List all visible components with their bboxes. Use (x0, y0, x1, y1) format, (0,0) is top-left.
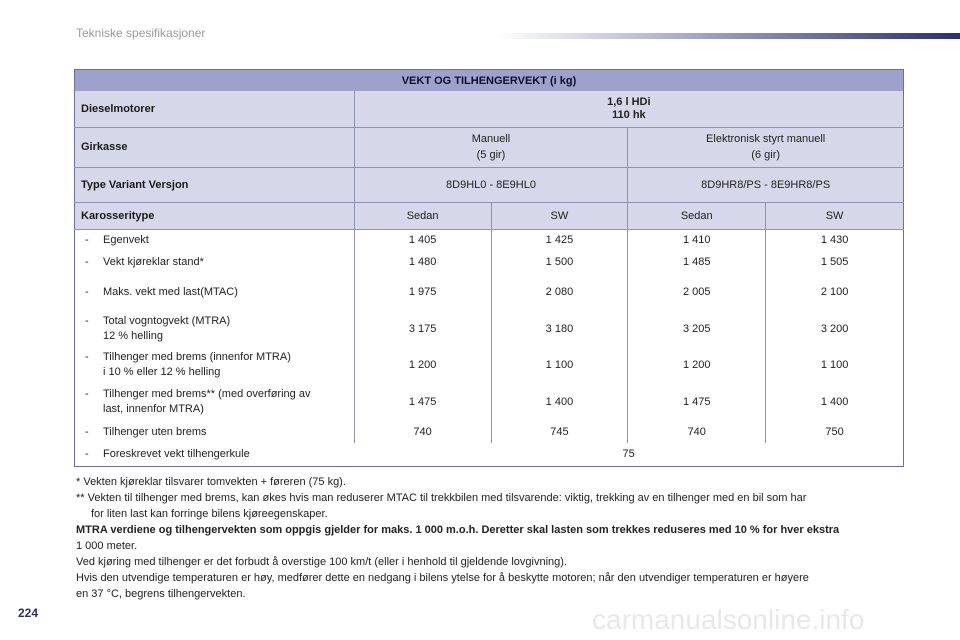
weight-spec-table: VEKT OG TILHENGERVEKT (i kg) Dieselmotor… (74, 69, 904, 467)
table-row: - Tilhenger uten brems 740 745 740 750 (74, 420, 904, 443)
row-value: 75 (354, 443, 904, 466)
gearbox-row: Girkasse Manuell (5 gir) Elektronisk sty… (74, 127, 904, 167)
note-braked-trailer-cont: for liten last kan forringe bilens kjøre… (91, 508, 328, 520)
gearbox-electronic-line2: (6 gir) (751, 149, 781, 161)
table-row: - Vekt kjøreklar stand* 1 480 1 500 1 485… (74, 251, 904, 273)
row-value: 740 (627, 420, 766, 443)
row-label: - Tilhenger uten brems (74, 420, 355, 443)
version-value-1: 8D9HL0 - 8E9HL0 (353, 167, 628, 202)
row-value: 1 410 (627, 229, 766, 251)
row-label: - Foreskrevet vekt tilhengerkule (74, 443, 355, 466)
table-title: VEKT OG TILHENGERVEKT (i kg) (74, 69, 904, 91)
body-type-col: Sedan (627, 202, 766, 229)
note-temperature: Hvis den utvendige temperaturen er høy, … (76, 572, 809, 584)
note-altitude: MTRA verdiene og tilhengervekten som opp… (76, 524, 840, 536)
row-value: 1 505 (765, 251, 904, 273)
row-value: 2 080 (490, 273, 628, 310)
row-label: - Maks. vekt med last(MTAC) (74, 273, 355, 310)
row-value: 1 200 (353, 347, 492, 383)
body-type-col: SW (490, 202, 628, 229)
row-value: 3 200 (765, 310, 904, 347)
row-label: - Egenvekt (74, 229, 355, 251)
gearbox-manual: Manuell (5 gir) (353, 127, 628, 167)
row-value: 1 425 (490, 229, 628, 251)
table-row: - Foreskrevet vekt tilhengerkule 75 (74, 443, 904, 466)
gearbox-label: Girkasse (74, 127, 355, 167)
note-temperature-cont: en 37 °C, begrens tilhengervekten. (76, 588, 246, 600)
row-value: 3 175 (353, 310, 492, 347)
body-type-row: Karosseritype Sedan SW Sedan SW (74, 202, 904, 229)
row-label: - Tilhenger med brems (innenfor MTRA) i 10… (74, 347, 355, 383)
row-label: - Vekt kjøreklar stand* (74, 251, 355, 273)
header-decorative-bar (498, 33, 960, 39)
note-curb-weight: * Vekten kjøreklar tilsvarer tomvekten +… (76, 476, 346, 488)
body-type-col: SW (765, 202, 904, 229)
note-speed: Ved kjøring med tilhenger er det forbudt… (76, 556, 567, 568)
row-value: 3 205 (627, 310, 766, 347)
gearbox-manual-line1: Manuell (471, 133, 511, 145)
row-value: 2 005 (627, 273, 766, 310)
row-value: 1 200 (627, 347, 766, 383)
gearbox-electronic-line1: Elektronisk styrt manuell (706, 133, 826, 145)
engine-line2: 110 hk (612, 108, 646, 121)
row-value: 1 500 (490, 251, 628, 273)
table-row: - Total vogntogvekt (MTRA) 12 % helling 3 … (74, 310, 904, 347)
body-type-label: Karosseritype (74, 202, 355, 229)
table-row: - Egenvekt 1 405 1 425 1 410 1 430 (74, 229, 904, 251)
row-value: 1 405 (353, 229, 492, 251)
page-header-title: Tekniske spesifikasjoner (76, 26, 206, 40)
engine-value: 1,6 l HDi 110 hk (353, 91, 904, 127)
row-value: 1 100 (765, 347, 904, 383)
row-value: 1 480 (353, 251, 492, 273)
version-label: Type Variant Versjon (74, 167, 355, 202)
table-title-row: VEKT OG TILHENGERVEKT (i kg) (74, 69, 904, 91)
row-value: 750 (765, 420, 904, 443)
table-row: - Tilhenger med brems (innenfor MTRA) i 10… (74, 347, 904, 383)
row-value: 1 400 (765, 383, 904, 420)
footnotes: * Vekten kjøreklar tilsvarer tomvekten +… (76, 474, 906, 602)
row-value: 1 485 (627, 251, 766, 273)
engine-row: Dieselmotorer 1,6 l HDi 110 hk (74, 91, 904, 127)
page-number: 224 (18, 606, 39, 620)
row-value: 1 430 (765, 229, 904, 251)
row-value: 740 (353, 420, 492, 443)
note-braked-trailer: ** Vekten til tilhenger med brems, kan ø… (76, 492, 807, 504)
note-meter: 1 000 meter. (76, 540, 138, 552)
table-row: - Maks. vekt med last(MTAC) 1 975 2 080 2… (74, 273, 904, 310)
engine-line1: 1,6 l HDi (607, 95, 651, 108)
row-value: 1 400 (490, 383, 628, 420)
watermark: carmanualsonline.info (592, 604, 865, 635)
gearbox-manual-line2: (5 gir) (476, 149, 506, 161)
row-value: 1 975 (353, 273, 492, 310)
table-row: - Tilhenger med brems** (med overføring a… (74, 383, 904, 420)
row-value: 745 (490, 420, 628, 443)
row-label: - Tilhenger med brems** (med overføring a… (74, 383, 355, 420)
gearbox-electronic: Elektronisk styrt manuell (6 gir) (627, 127, 904, 167)
row-value: 3 180 (490, 310, 628, 347)
row-label: - Total vogntogvekt (MTRA) 12 % helling (74, 310, 355, 347)
row-value: 1 100 (490, 347, 628, 383)
engine-label: Dieselmotorer (74, 91, 355, 127)
row-value: 2 100 (765, 273, 904, 310)
version-value-2: 8D9HR8/PS - 8E9HR8/PS (627, 167, 904, 202)
body-type-col: Sedan (353, 202, 492, 229)
row-value: 1 475 (627, 383, 766, 420)
version-row: Type Variant Versjon 8D9HL0 - 8E9HL0 8D9… (74, 167, 904, 202)
row-value: 1 475 (353, 383, 492, 420)
